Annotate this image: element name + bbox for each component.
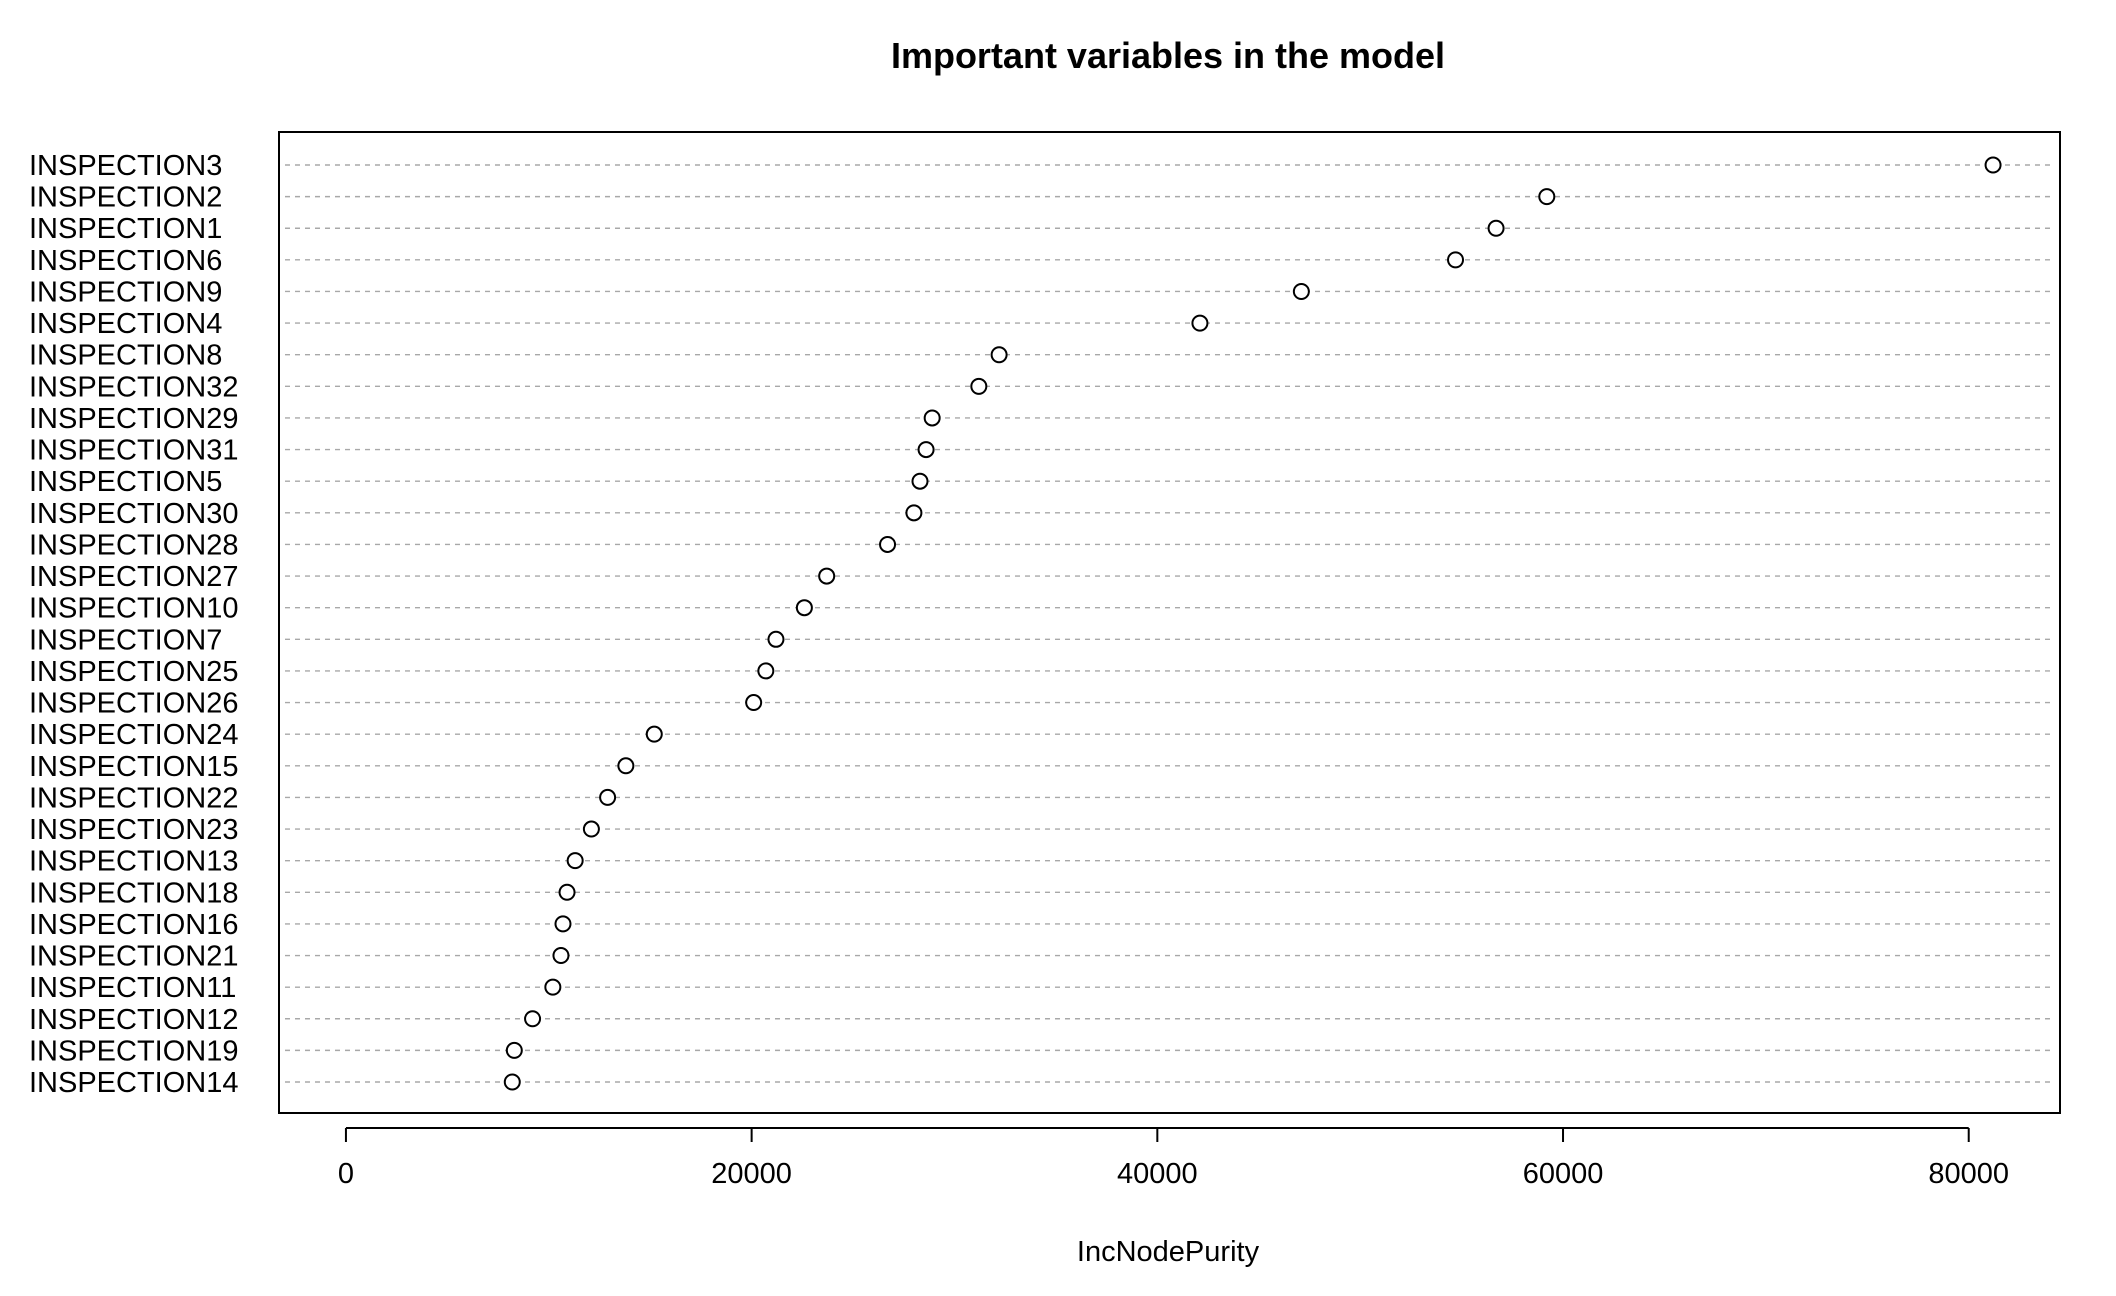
data-points [503,156,2002,1091]
data-point [1984,156,2002,174]
grid-lines [285,164,2054,1083]
chart-title: Important variables in the model [891,35,1445,76]
data-point [503,1073,521,1091]
data-point [544,978,562,996]
category-label: INSPECTION18 [29,877,239,909]
x-tick-label: 0 [338,1158,354,1190]
category-label: INSPECTION12 [29,1004,239,1036]
category-label: INSPECTION30 [29,498,239,530]
x-tick-label: 60000 [1523,1158,1604,1190]
category-label: INSPECTION6 [29,245,222,277]
category-label: INSPECTION1 [29,213,222,245]
data-point [818,567,836,585]
plot-frame [278,131,2061,1114]
data-point [552,947,570,965]
x-tick-label: 40000 [1117,1158,1198,1190]
category-labels: INSPECTION3INSPECTION2INSPECTION1INSPECT… [29,150,239,1099]
x-tick-label: 80000 [1928,1158,2009,1190]
data-point [795,599,813,617]
data-point [558,883,576,901]
data-point [745,694,763,712]
data-point [645,725,663,743]
data-point [911,472,929,490]
category-label: INSPECTION10 [29,593,239,625]
category-label: INSPECTION9 [29,276,222,308]
category-label: INSPECTION26 [29,688,239,720]
category-label: INSPECTION24 [29,719,239,751]
data-point [917,441,935,459]
category-label: INSPECTION32 [29,371,239,403]
category-label: INSPECTION16 [29,909,239,941]
category-label: INSPECTION7 [29,624,222,656]
data-point [905,504,923,522]
data-point [554,915,572,933]
data-point [566,852,584,870]
data-point [879,535,897,553]
category-label: INSPECTION14 [29,1067,239,1099]
data-point [990,346,1008,364]
category-label: INSPECTION5 [29,466,222,498]
data-point [1191,314,1209,332]
category-label: INSPECTION2 [29,182,222,214]
category-label: INSPECTION22 [29,782,239,814]
data-point [1292,282,1310,300]
data-point [757,662,775,680]
category-label: INSPECTION27 [29,561,239,593]
category-label: INSPECTION4 [29,308,222,340]
data-point [970,377,988,395]
category-label: INSPECTION13 [29,846,239,878]
data-point [524,1010,542,1028]
data-point [599,788,617,806]
category-label: INSPECTION25 [29,656,239,688]
category-label: INSPECTION11 [29,972,236,1004]
category-label: INSPECTION29 [29,403,239,435]
data-point [582,820,600,838]
data-point [767,630,785,648]
x-tick-label: 20000 [711,1158,792,1190]
data-point [1538,188,1556,206]
category-label: INSPECTION21 [29,941,239,973]
category-label: INSPECTION31 [29,435,239,467]
category-label: INSPECTION23 [29,814,239,846]
data-point [1447,251,1465,269]
category-label: INSPECTION8 [29,340,222,372]
category-label: INSPECTION28 [29,529,239,561]
data-point [505,1041,523,1059]
x-axis-label: IncNodePurity [1077,1236,1260,1268]
category-label: INSPECTION19 [29,1035,239,1067]
category-label: INSPECTION15 [29,751,239,783]
x-axis: 0 20000 40000 60000 80000 [338,1127,2009,1190]
category-label: INSPECTION3 [29,150,222,182]
data-point [923,409,941,427]
data-point [1487,219,1505,237]
data-point [617,757,635,775]
